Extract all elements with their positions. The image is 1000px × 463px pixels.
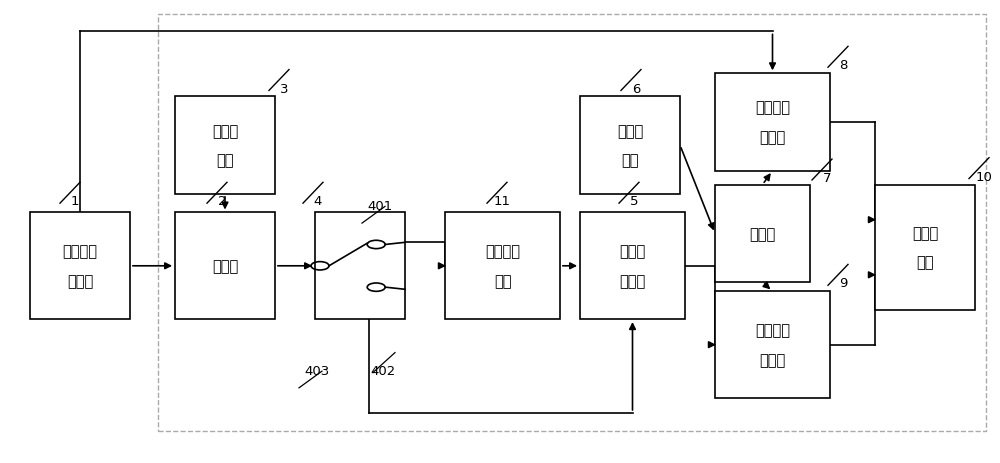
Text: 8: 8 <box>839 59 847 72</box>
Text: 第一射: 第一射 <box>212 124 238 138</box>
Bar <box>715 185 810 282</box>
Bar <box>158 15 986 432</box>
Text: 401: 401 <box>367 200 393 213</box>
Text: 403: 403 <box>304 364 330 377</box>
Text: 4: 4 <box>314 195 322 208</box>
Text: 11: 11 <box>494 195 511 208</box>
Bar <box>315 213 405 319</box>
Text: 待测射频: 待测射频 <box>485 244 520 259</box>
Text: 平方率: 平方率 <box>619 244 646 259</box>
Bar <box>875 185 975 310</box>
Bar <box>715 292 830 398</box>
Text: 第一模数: 第一模数 <box>755 100 790 115</box>
Text: 频源: 频源 <box>216 153 234 168</box>
Text: 3: 3 <box>280 82 288 95</box>
Bar <box>175 213 275 319</box>
Bar <box>175 97 275 194</box>
Text: 1: 1 <box>71 195 79 208</box>
Text: 402: 402 <box>370 364 396 377</box>
Text: 模块: 模块 <box>916 255 934 270</box>
Bar <box>580 213 685 319</box>
Text: 后处理: 后处理 <box>912 225 938 240</box>
Text: 第二射: 第二射 <box>617 124 643 138</box>
Text: 功分器: 功分器 <box>749 226 776 241</box>
Text: 5: 5 <box>630 195 638 208</box>
Text: 系统: 系统 <box>494 274 511 288</box>
Text: 转换器: 转换器 <box>759 130 786 145</box>
Text: 7: 7 <box>823 172 831 185</box>
Bar <box>715 74 830 171</box>
Text: 2: 2 <box>218 195 226 208</box>
Text: 6: 6 <box>632 82 640 95</box>
Bar <box>445 213 560 319</box>
Bar <box>30 213 130 319</box>
Text: 发生器: 发生器 <box>67 274 93 288</box>
Text: 9: 9 <box>839 277 847 290</box>
Bar <box>580 97 680 194</box>
Text: 调制器: 调制器 <box>212 259 238 274</box>
Text: 第二模数: 第二模数 <box>755 323 790 338</box>
Text: 频源: 频源 <box>621 153 639 168</box>
Text: 脉冲信号: 脉冲信号 <box>62 244 98 259</box>
Text: 转换器: 转换器 <box>759 352 786 367</box>
Text: 10: 10 <box>976 170 992 183</box>
Text: 检波器: 检波器 <box>619 274 646 288</box>
